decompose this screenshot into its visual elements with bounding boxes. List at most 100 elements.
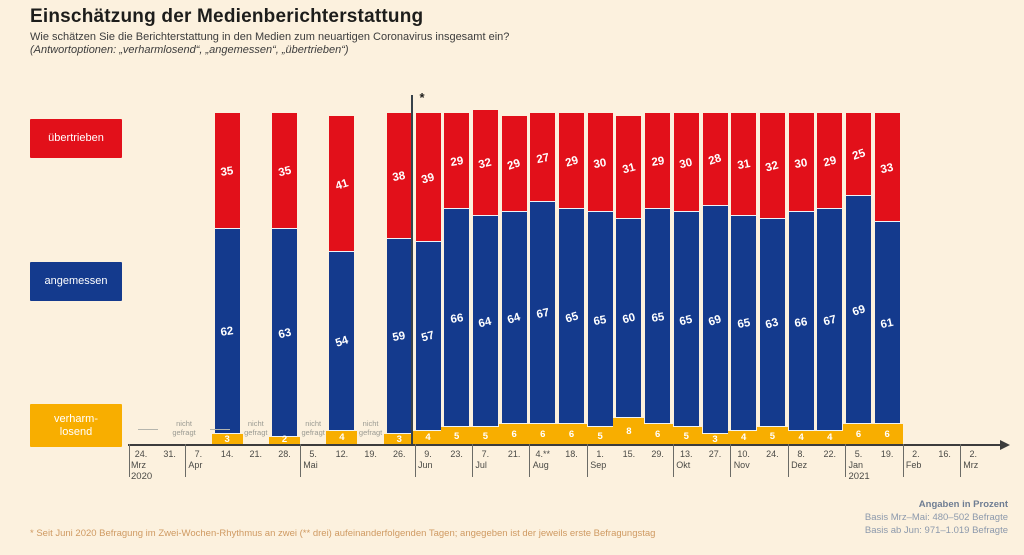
bar-segment-verharmlosend — [613, 417, 645, 444]
bar-segment-angemessen — [731, 215, 757, 431]
month-label: Nov — [733, 460, 750, 470]
bar-segment-verharmlosend — [642, 424, 674, 444]
bar-value-verharmlosend: 3 — [396, 434, 402, 445]
bar-segment-uebertrieben — [731, 113, 757, 216]
not-asked-line: gefragt — [244, 427, 268, 437]
bar-value-verharmlosend: 4 — [741, 432, 747, 444]
month-label: Jan — [848, 460, 864, 470]
tick-label: 19. — [364, 449, 377, 459]
month-separator — [299, 444, 301, 477]
tick-label: 21. — [507, 449, 521, 459]
bar-segment-verharmlosend — [412, 430, 444, 444]
month-separator — [959, 444, 961, 477]
bar-value-verharmlosend: 6 — [568, 429, 575, 441]
month-separator — [529, 444, 531, 477]
bar-value-verharmlosend: 4 — [339, 432, 345, 444]
tick-label: 12. — [335, 449, 349, 459]
year-label: 2020 — [131, 471, 153, 482]
bar-segment-verharmlosend — [441, 427, 473, 444]
bar-segment-verharmlosend — [871, 424, 903, 444]
bar-segment-angemessen — [817, 209, 843, 431]
month-separator — [472, 444, 474, 477]
stacked-bar: 25 69 6 — [843, 0, 874, 444]
not-asked-line: nicht — [362, 419, 379, 428]
bar-segment-uebertrieben — [472, 109, 498, 216]
bar-segment-angemessen — [587, 212, 613, 428]
tick-label: 29. — [651, 449, 664, 459]
bar-segment-uebertrieben — [788, 113, 814, 213]
not-asked-note: nicht gefragt — [163, 419, 205, 437]
bar-segment-uebertrieben — [386, 113, 412, 239]
bar-segment-uebertrieben — [444, 113, 470, 209]
bar-value-verharmlosend: 6 — [540, 429, 546, 441]
bar-segment-angemessen — [444, 209, 470, 428]
not-asked-note: nicht gefragt — [235, 419, 277, 437]
bar-segment-angemessen — [214, 228, 240, 435]
tick-label: 27. — [708, 449, 722, 459]
month-separator — [185, 444, 187, 477]
stacked-bar: 31 65 4 — [728, 0, 760, 444]
month-label: Jul — [475, 460, 487, 470]
bar-segment-angemessen — [472, 215, 498, 428]
legend-item-uebertrieben: übertrieben — [30, 119, 122, 158]
month-separator — [129, 444, 130, 477]
x-axis-arrow — [1000, 440, 1010, 450]
bar-value-verharmlosend: 2 — [281, 434, 288, 445]
survey-question: Wie schätzen Sie die Berichterstattung i… — [30, 31, 510, 43]
bar-segment-angemessen — [272, 228, 297, 438]
bar-segment-verharmlosend — [269, 437, 300, 444]
bar-value-verharmlosend: 5 — [482, 430, 489, 442]
bar-value-verharmlosend: 4 — [425, 432, 431, 444]
not-asked-line: gefragt — [358, 427, 383, 437]
divider-asterisk: * — [419, 90, 425, 105]
bar-value-verharmlosend: 6 — [654, 429, 661, 441]
bar-segment-angemessen — [530, 202, 556, 425]
bar-segment-angemessen — [759, 218, 785, 428]
month-label: Jun — [418, 460, 433, 470]
bar-segment-uebertrieben — [272, 113, 297, 229]
stacked-bar: 32 63 5 — [756, 0, 788, 444]
tick-label: 5. — [854, 449, 863, 459]
month-label: Okt — [676, 460, 691, 470]
month-label: Mrz — [131, 460, 146, 470]
bar-segment-uebertrieben — [415, 113, 441, 243]
not-asked-dash — [210, 429, 231, 430]
not-asked-note: nicht gefragt — [350, 419, 392, 437]
bar-segment-angemessen — [329, 252, 355, 431]
month-separator — [787, 444, 789, 477]
answer-options: (Antwortoptionen: „verharmlosend“, „ange… — [30, 44, 349, 56]
bar-value-verharmlosend: 5 — [769, 430, 776, 442]
bar-segment-uebertrieben — [501, 116, 527, 213]
tick-label: 14. — [220, 449, 234, 459]
tick-label: 10. — [737, 449, 750, 459]
basis-note-1: Basis Mrz–Mai: 480–502 Befragte — [864, 512, 1008, 523]
stacked-bar: 32 64 5 — [469, 0, 501, 444]
bar-segment-uebertrieben — [874, 113, 900, 223]
stacked-bar: 29 65 6 — [642, 0, 674, 444]
bar-segment-verharmlosend — [843, 424, 874, 444]
stacked-bar: 38 59 3 — [383, 0, 415, 445]
bar-segment-uebertrieben — [214, 113, 240, 229]
footnote: * Seit Juni 2020 Befragung im Zwei-Woche… — [30, 528, 656, 539]
stacked-bar: 29 65 6 — [556, 0, 587, 444]
stacked-bar: 28 69 3 — [699, 0, 731, 445]
bar-segment-uebertrieben — [645, 113, 671, 209]
tick-label: 18. — [565, 449, 578, 459]
bar-value-verharmlosend: 3 — [712, 434, 718, 445]
stacked-bar: 29 66 5 — [441, 0, 473, 444]
bar-segment-verharmlosend — [584, 427, 616, 444]
bar-segment-angemessen — [788, 212, 814, 431]
tick-label: 4.** — [535, 449, 551, 459]
not-asked-dash — [138, 429, 159, 430]
legend-label: losend — [59, 425, 93, 438]
month-label: Aug — [532, 460, 549, 470]
not-asked-line: gefragt — [301, 427, 325, 437]
bar-segment-uebertrieben — [673, 113, 699, 213]
bar-segment-uebertrieben — [559, 113, 584, 209]
bar-segment-uebertrieben — [329, 116, 355, 253]
bar-segment-uebertrieben — [846, 113, 871, 196]
bar-segment-verharmlosend — [527, 424, 559, 444]
bar-segment-angemessen — [846, 195, 871, 425]
tick-label: 16. — [938, 449, 951, 459]
bar-segment-verharmlosend — [670, 427, 702, 444]
